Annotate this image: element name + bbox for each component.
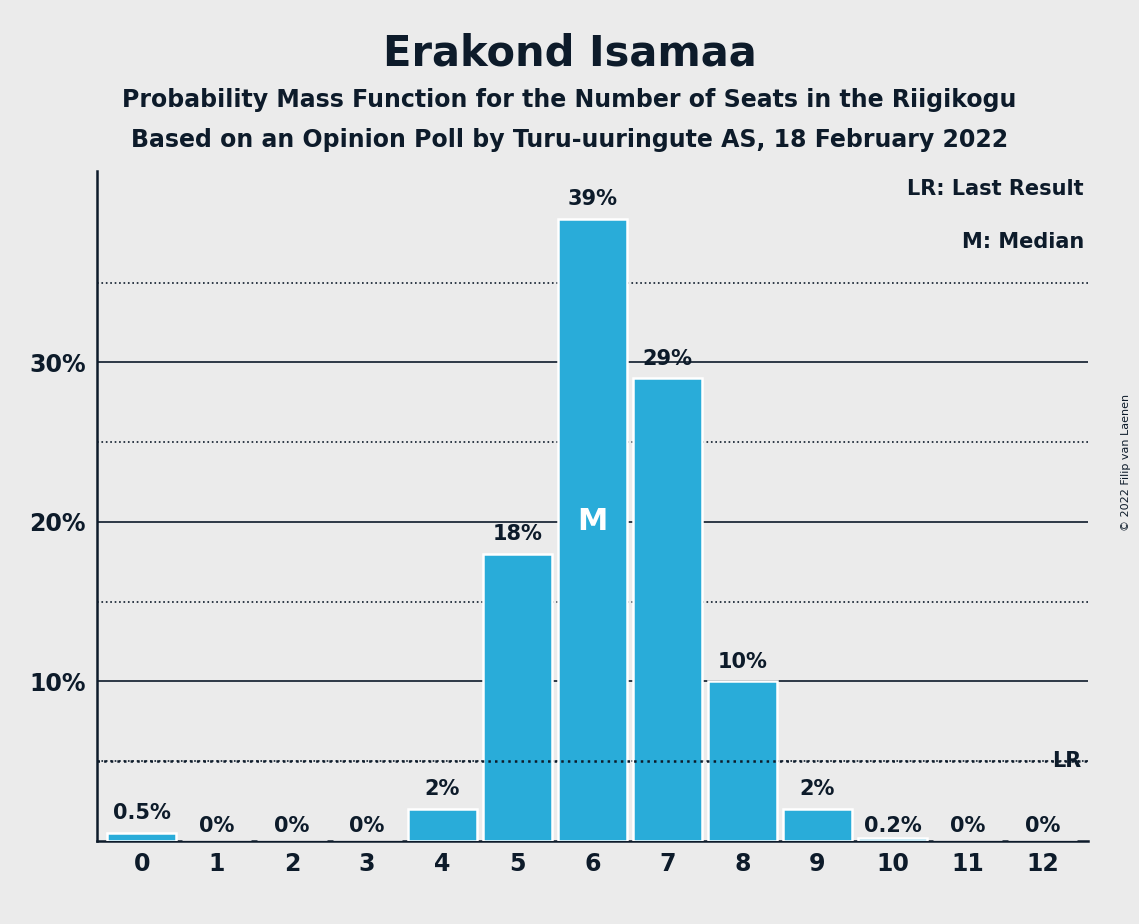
Text: Erakond Isamaa: Erakond Isamaa: [383, 32, 756, 74]
Text: Probability Mass Function for the Number of Seats in the Riigikogu: Probability Mass Function for the Number…: [122, 88, 1017, 112]
Bar: [483, 553, 551, 841]
Text: © 2022 Filip van Laenen: © 2022 Filip van Laenen: [1121, 394, 1131, 530]
Bar: [858, 838, 927, 841]
Text: 0%: 0%: [1025, 816, 1060, 836]
Text: 0.2%: 0.2%: [863, 816, 921, 836]
Text: 0%: 0%: [199, 816, 235, 836]
Text: LR: LR: [1052, 751, 1082, 772]
Text: 0%: 0%: [950, 816, 985, 836]
Bar: [707, 681, 777, 841]
Text: LR: Last Result: LR: Last Result: [908, 179, 1084, 199]
Text: 39%: 39%: [567, 189, 617, 209]
Bar: [107, 833, 177, 841]
Bar: [558, 219, 626, 841]
Text: M: Median: M: Median: [961, 232, 1084, 251]
Text: Based on an Opinion Poll by Turu-uuringute AS, 18 February 2022: Based on an Opinion Poll by Turu-uuringu…: [131, 128, 1008, 152]
Text: 0.5%: 0.5%: [113, 803, 171, 823]
Text: 18%: 18%: [492, 524, 542, 544]
Text: 0%: 0%: [350, 816, 385, 836]
Text: 2%: 2%: [425, 779, 460, 799]
Text: 10%: 10%: [718, 651, 768, 672]
Text: M: M: [577, 507, 607, 536]
Text: 29%: 29%: [642, 348, 693, 369]
Text: 0%: 0%: [274, 816, 310, 836]
Bar: [408, 808, 476, 841]
Bar: [782, 808, 852, 841]
Text: 2%: 2%: [800, 779, 835, 799]
Bar: [633, 378, 702, 841]
